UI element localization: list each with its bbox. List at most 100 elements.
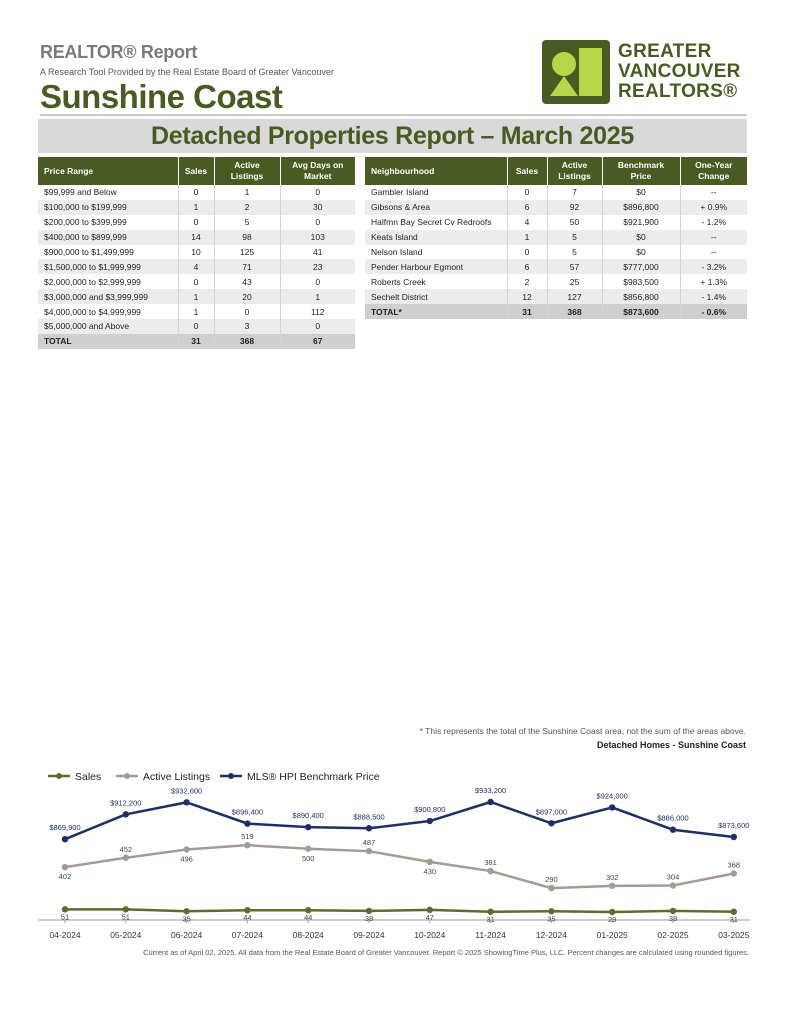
data-point: [669, 882, 677, 889]
series-line-0: [65, 908, 734, 914]
data-label: 51: [122, 912, 130, 921]
data-label: 290: [545, 875, 558, 884]
data-point: [122, 854, 129, 861]
table-cell: Nelson Island: [365, 244, 508, 260]
table-cell: 1: [178, 199, 215, 215]
table-cell: 1: [507, 229, 548, 245]
data-point: [61, 835, 69, 843]
table-cell: 98: [214, 229, 281, 245]
data-label: 302: [606, 873, 619, 882]
data-point: [244, 907, 251, 914]
table-cell: + 1.3%: [700, 276, 728, 287]
data-point: [183, 799, 190, 806]
table-cell: $2,000,000 to $2,999,999: [38, 274, 179, 290]
series-line-1: [64, 843, 735, 890]
table-cell: 6: [507, 199, 548, 215]
table-cell: 7: [547, 185, 603, 200]
data-point: [669, 907, 677, 915]
table-cell: Gibsons & Area: [365, 199, 508, 215]
data-label: 35: [547, 914, 555, 923]
table-row: $900,000 to $1,499,999 10 125 41: [38, 244, 355, 260]
table-cell: 0: [507, 244, 548, 260]
table-cell: TOTAL: [38, 333, 179, 349]
table-cell: - 3.2%: [680, 259, 747, 275]
table-cell: 31: [178, 333, 215, 349]
table-cell: $873,600: [602, 304, 681, 320]
table-cell: $1,500,000 to $1,999,999: [38, 259, 179, 275]
table-row: $1,500,000 to $1,999,999 4 71 23: [38, 259, 355, 275]
table-cell: --: [710, 187, 717, 198]
data-label: 31: [486, 915, 494, 924]
data-label: 51: [61, 912, 69, 921]
legend-label: Active Listings: [143, 771, 210, 783]
x-tick-label: 10-2024: [414, 930, 445, 940]
data-label: 487: [363, 838, 376, 847]
data-label: $912,200: [110, 798, 141, 807]
data-label: $932,600: [171, 786, 202, 795]
legend-label: Sales: [75, 771, 101, 783]
data-label: $896,400: [232, 808, 263, 817]
table-cell: $856,800: [602, 289, 681, 305]
table-cell: - 1.2%: [701, 217, 727, 228]
header-sales: Sales: [178, 157, 215, 185]
logo: [542, 40, 610, 104]
data-point: [426, 817, 433, 825]
table-cell: $200,000 to $399,999: [38, 214, 179, 230]
table-cell: 3: [214, 319, 281, 334]
data-label: 496: [180, 855, 193, 864]
table-cell: $777,000: [602, 259, 681, 275]
table-cell: 4: [178, 259, 215, 275]
table-cell: Halfmn Bay Secret Cv Redroofs: [365, 214, 508, 230]
data-label: 35: [182, 914, 190, 923]
table-cell: 0: [214, 304, 281, 320]
data-label: 44: [304, 913, 312, 922]
data-label: 38: [365, 914, 373, 923]
table-cell: 92: [547, 199, 603, 215]
table-cell: 1: [214, 185, 281, 200]
x-tick-label: 05-2024: [110, 930, 141, 940]
data-label: 31: [730, 915, 738, 924]
table-cell: - 0.6%: [680, 304, 747, 320]
table-cell: $99,999 and Below: [38, 185, 179, 200]
table-cell: $921,900: [602, 214, 681, 230]
table-row: Halfmn Bay Secret Cv Redroofs 4 50 $921,900…: [365, 214, 747, 230]
data-point: [183, 846, 190, 853]
table-row: Gibsons & Area 6 92 $896,800 + 0.9%: [365, 199, 747, 215]
table-cell: 1: [178, 304, 215, 320]
table-cell: $983,500: [602, 274, 681, 290]
table-cell: 71: [214, 259, 281, 275]
data-label: $886,000: [657, 814, 688, 823]
data-point: [244, 820, 251, 827]
data-label: 519: [241, 832, 254, 841]
chart-title: Detached Homes - Sunshine Coast: [596, 740, 746, 750]
x-tick-label: 08-2024: [293, 930, 324, 940]
data-point: [730, 908, 737, 915]
table-cell: 20: [214, 289, 281, 305]
table-row: Nelson Island 0 5 $0 --: [365, 244, 747, 260]
neighbourhood-table: Neighbourhood Sales Active Listings Benc…: [365, 157, 747, 320]
table-row: $4,000,000 to $4,999,999 1 0 112: [38, 304, 355, 320]
table-cell: 112: [310, 306, 325, 317]
table-cell: 0: [315, 187, 321, 198]
series-line-2: [64, 800, 734, 841]
data-label: $897,000: [536, 807, 567, 816]
table-cell: Keats Island: [365, 229, 508, 245]
data-point: [122, 906, 129, 913]
table-cell: 368: [214, 333, 281, 349]
header-price-range: Price Range: [38, 157, 179, 185]
table-cell: $0: [602, 244, 681, 260]
x-tick-label: 09-2024: [353, 930, 384, 940]
table-cell: 2: [214, 199, 281, 215]
table-row: Keats Island 1 5 $0 --: [365, 229, 747, 245]
table-cell: 0: [507, 185, 548, 200]
footer-note: Current as of April 02, 2025. All data f…: [143, 948, 749, 957]
trend-chart: Sales Active Listings MLS® HPI Benchmark P…: [38, 771, 750, 940]
legend-label: MLS® HPI Benchmark Price: [247, 771, 380, 783]
legend-marker: [56, 773, 62, 779]
data-point: [669, 826, 677, 833]
table-total-row: TOTAL 31 368 67: [38, 333, 355, 349]
data-point: [609, 804, 616, 811]
table-cell: $0: [602, 229, 681, 245]
data-label: 29: [608, 915, 616, 924]
data-label: $873,600: [718, 821, 749, 830]
